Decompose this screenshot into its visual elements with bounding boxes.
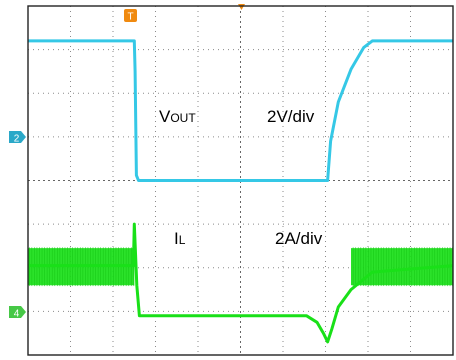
vout-label-main: V bbox=[159, 107, 171, 126]
trigger-position-arrow bbox=[238, 4, 245, 10]
il-ripple-band-after bbox=[351, 248, 453, 286]
vout-trace bbox=[28, 39, 453, 182]
vout-label: VOUT bbox=[159, 107, 196, 126]
vout-label-sub: OUT bbox=[170, 111, 196, 125]
vout-scale-label: 2V/div bbox=[267, 107, 315, 126]
ch2-marker: 2 bbox=[9, 131, 26, 145]
trigger-marker: T bbox=[124, 9, 137, 23]
grid bbox=[28, 6, 453, 355]
ch2-marker-label: 2 bbox=[14, 134, 20, 145]
il-label-main: I bbox=[174, 229, 179, 248]
il-scale-label: 2A/div bbox=[275, 229, 323, 248]
il-label-sub: L bbox=[179, 233, 186, 247]
ch4-marker-label: 4 bbox=[14, 309, 20, 320]
il-label: IL bbox=[174, 229, 186, 248]
trigger-marker-label: T bbox=[127, 12, 133, 23]
il-trace bbox=[28, 222, 454, 344]
plot-border bbox=[27, 5, 454, 356]
traces bbox=[28, 39, 454, 344]
ch4-marker: 4 bbox=[9, 306, 26, 320]
trace-labels: VOUT 2V/div IL 2A/div bbox=[159, 107, 323, 248]
